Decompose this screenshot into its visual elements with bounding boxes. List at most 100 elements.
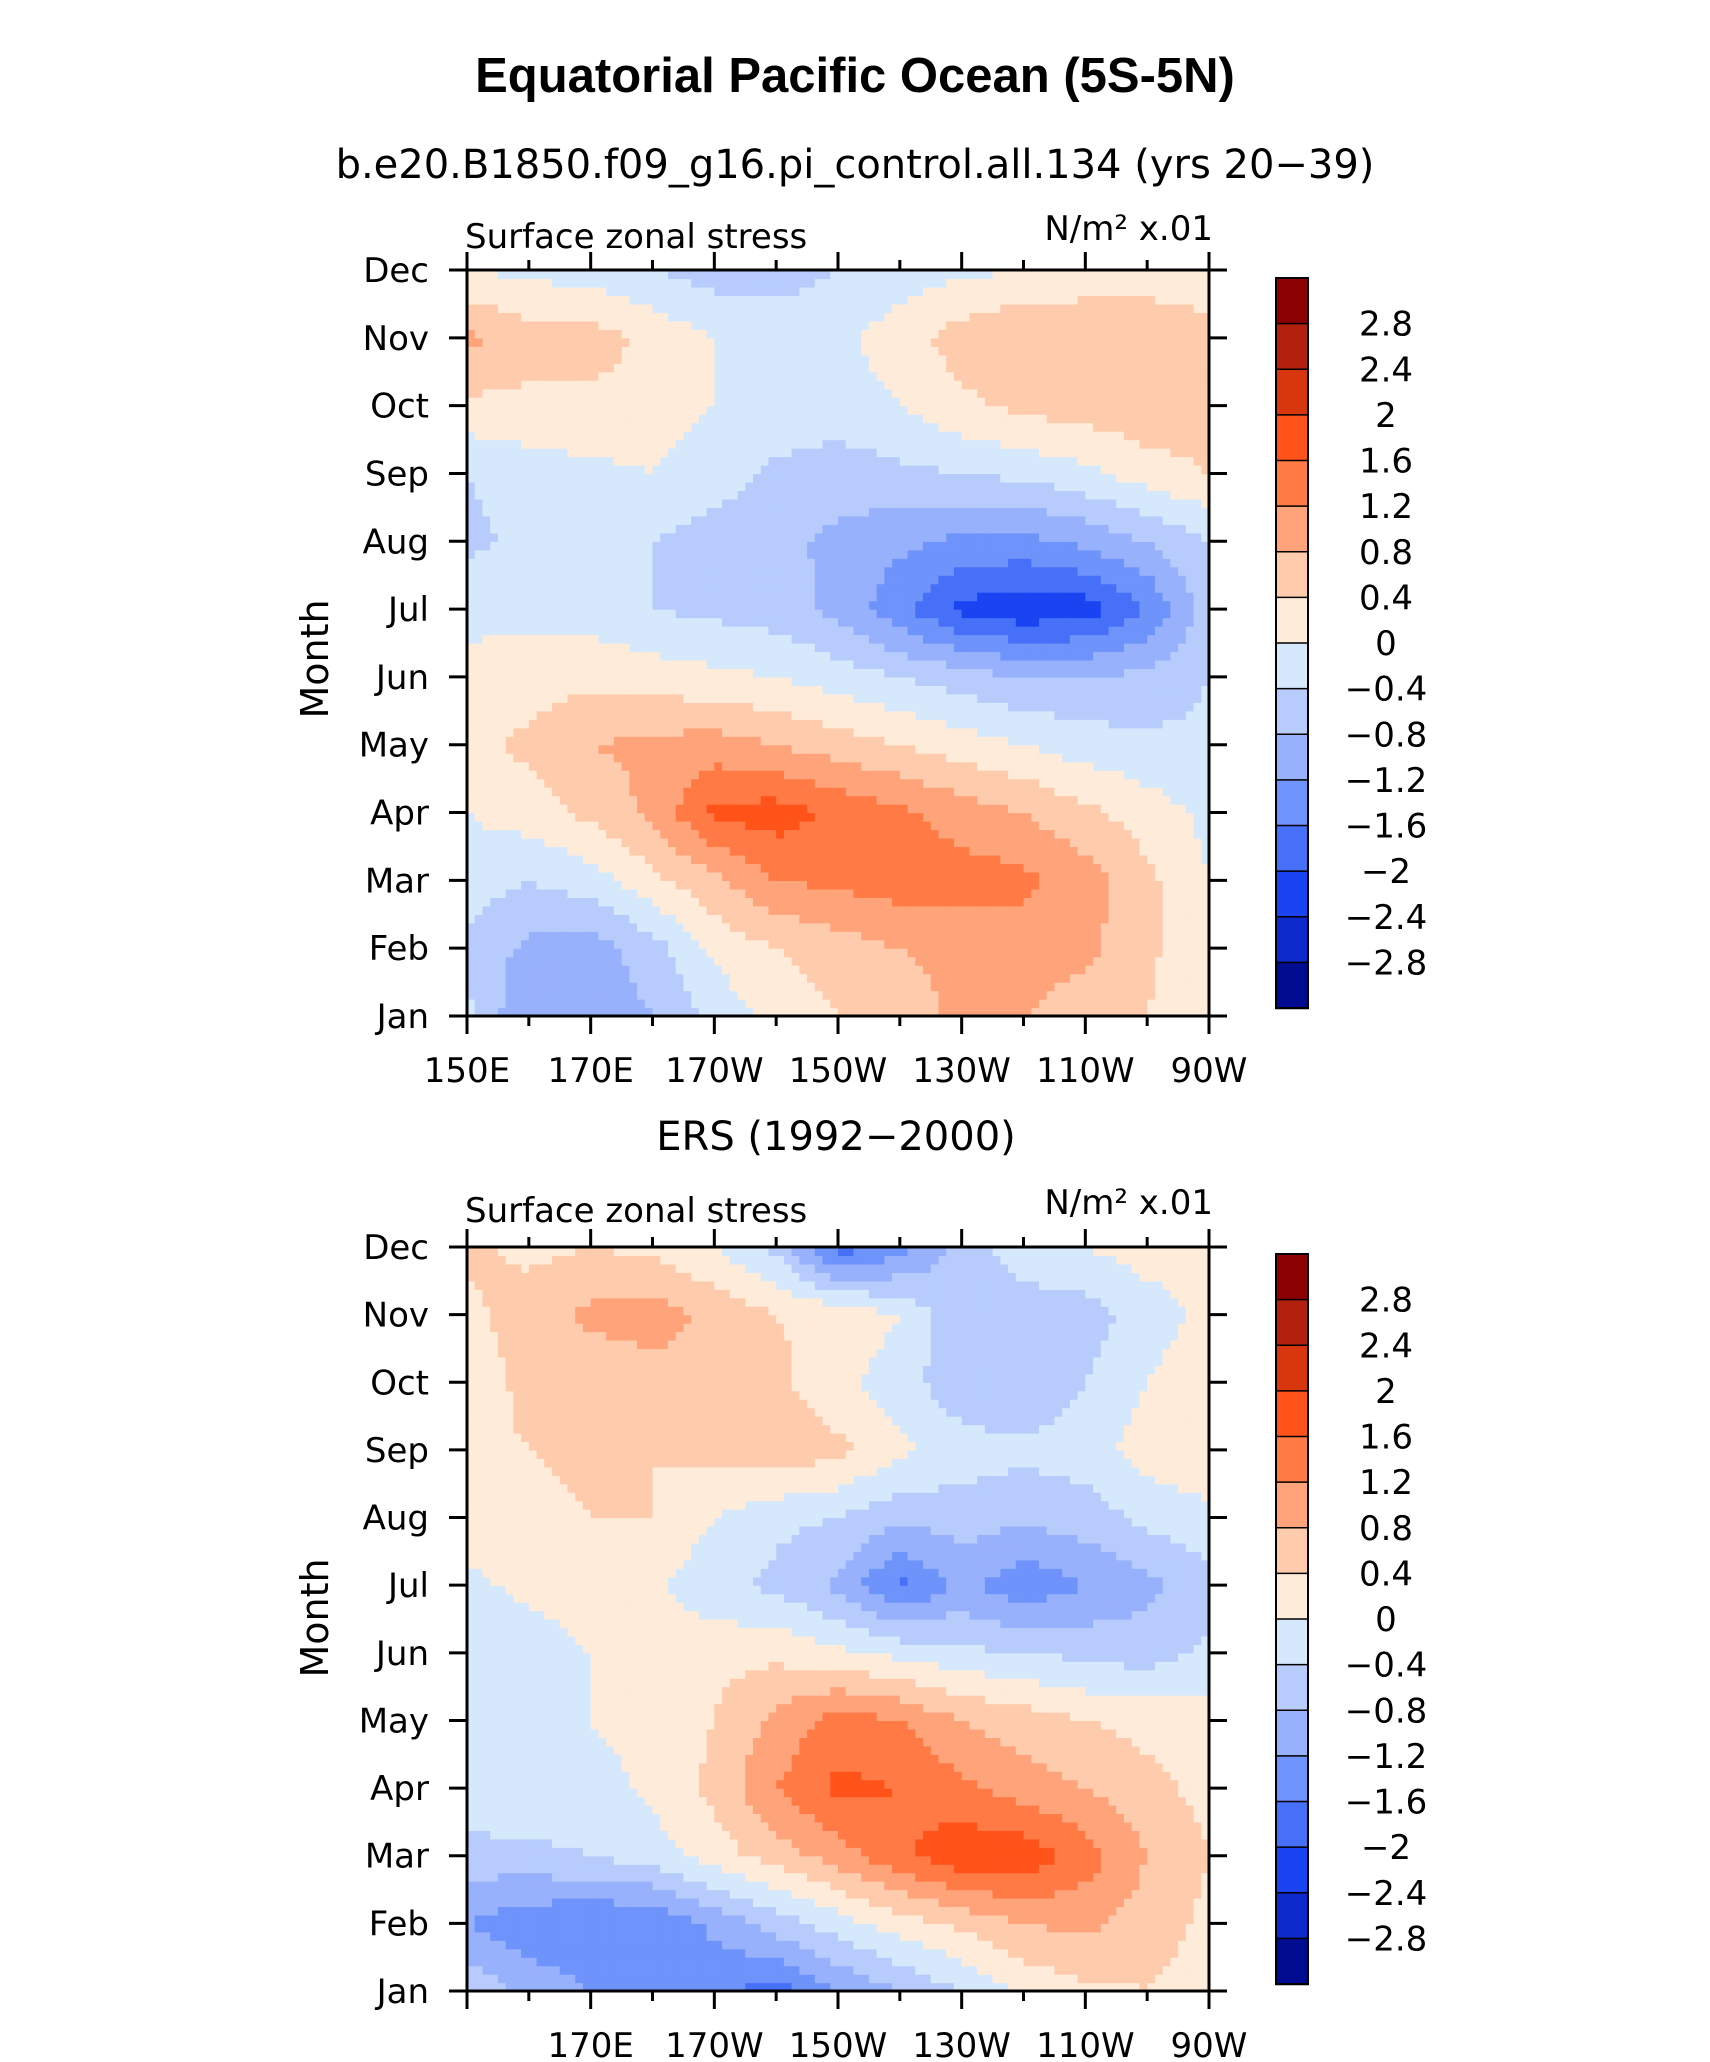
heatmap-cell bbox=[490, 770, 499, 780]
heatmap-cell bbox=[814, 829, 824, 839]
heatmap-cell bbox=[1038, 727, 1048, 737]
heatmap-cell bbox=[683, 1007, 692, 1017]
heatmap-cell bbox=[1170, 702, 1179, 712]
heatmap-cell bbox=[1077, 939, 1086, 949]
heatmap-cell bbox=[868, 778, 878, 788]
heatmap-cell bbox=[969, 770, 978, 780]
heatmap-cell bbox=[621, 787, 630, 797]
heatmap-cell bbox=[930, 812, 940, 822]
heatmap-cell bbox=[845, 787, 855, 797]
heatmap-cell bbox=[776, 1007, 785, 1017]
heatmap-cell bbox=[760, 761, 770, 771]
heatmap-cell bbox=[752, 829, 762, 839]
heatmap-cell bbox=[745, 659, 754, 670]
heatmap-cell bbox=[490, 719, 499, 729]
heatmap-cell bbox=[582, 905, 592, 915]
heatmap-cell bbox=[660, 990, 669, 1000]
heatmap-cell bbox=[528, 693, 538, 703]
heatmap-cell bbox=[822, 583, 831, 593]
heatmap-cell bbox=[559, 634, 569, 644]
heatmap-cell bbox=[783, 710, 793, 720]
heatmap-cell bbox=[868, 821, 878, 831]
heatmap-cell bbox=[752, 1007, 762, 1017]
heatmap-cell bbox=[567, 685, 576, 695]
heatmap-cell bbox=[1139, 804, 1148, 814]
heatmap-cell bbox=[575, 583, 584, 593]
heatmap-cell bbox=[1093, 821, 1102, 831]
heatmap-cell bbox=[1085, 982, 1094, 992]
heatmap-cell bbox=[521, 973, 530, 983]
heatmap-cell bbox=[938, 1007, 947, 1017]
heatmap-cell bbox=[737, 761, 746, 771]
heatmap-cell bbox=[814, 956, 824, 966]
heatmap-cell bbox=[1131, 922, 1141, 932]
heatmap-cell bbox=[861, 651, 870, 661]
heatmap-cell bbox=[644, 795, 654, 805]
heatmap-cell bbox=[783, 753, 793, 763]
heatmap-cell bbox=[861, 888, 870, 898]
heatmap-cell bbox=[621, 821, 630, 831]
heatmap-cell bbox=[482, 897, 491, 907]
heatmap-cell bbox=[899, 821, 909, 831]
heatmap-cell bbox=[1185, 778, 1195, 788]
heatmap-cell bbox=[1170, 939, 1179, 949]
heatmap-cell bbox=[474, 583, 484, 593]
heatmap-cell bbox=[1139, 778, 1148, 788]
heatmap-cell bbox=[915, 626, 924, 636]
heatmap-cell bbox=[1100, 736, 1110, 746]
heatmap-cell bbox=[1139, 753, 1148, 763]
heatmap-cell bbox=[752, 965, 762, 975]
heatmap-cell bbox=[814, 812, 824, 822]
heatmap-cell bbox=[667, 837, 677, 848]
heatmap-cell bbox=[714, 710, 723, 720]
heatmap-cell bbox=[915, 854, 924, 865]
heatmap-cell bbox=[737, 668, 746, 678]
heatmap-cell bbox=[915, 990, 924, 1000]
heatmap-cell bbox=[807, 931, 816, 941]
heatmap-cell bbox=[652, 897, 661, 907]
heatmap-cell bbox=[722, 651, 731, 661]
heatmap-cell bbox=[474, 795, 484, 805]
heatmap-cell bbox=[868, 634, 878, 644]
heatmap-cell bbox=[814, 854, 824, 865]
heatmap-cell bbox=[1077, 854, 1086, 865]
heatmap-cell bbox=[861, 736, 870, 746]
heatmap-cell bbox=[915, 804, 924, 814]
heatmap-cell bbox=[1062, 719, 1071, 729]
heatmap-cell bbox=[567, 736, 576, 746]
heatmap-cell bbox=[528, 592, 538, 602]
heatmap-cell bbox=[946, 973, 955, 983]
heatmap-cell bbox=[544, 897, 553, 907]
heatmap-cell bbox=[752, 659, 762, 670]
heatmap-cell bbox=[953, 897, 963, 907]
heatmap-cell bbox=[938, 821, 947, 831]
heatmap-cell bbox=[1201, 659, 1210, 670]
heatmap-cell bbox=[1062, 583, 1071, 593]
heatmap-cell bbox=[899, 668, 909, 678]
heatmap-cell bbox=[992, 626, 1001, 636]
heatmap-cell bbox=[1147, 804, 1156, 814]
heatmap-cell bbox=[845, 795, 855, 805]
heatmap-cell bbox=[629, 854, 638, 865]
heatmap-cell bbox=[1038, 617, 1048, 627]
heatmap-cell bbox=[467, 659, 476, 670]
heatmap-cell bbox=[552, 914, 561, 924]
heatmap-cell bbox=[760, 888, 770, 898]
heatmap-cell bbox=[930, 761, 940, 771]
heatmap-cell bbox=[698, 804, 708, 814]
heatmap-cell bbox=[1154, 736, 1164, 746]
heatmap-cell bbox=[729, 787, 739, 797]
heatmap-cell bbox=[1193, 710, 1202, 720]
heatmap-cell bbox=[884, 999, 893, 1009]
heatmap-cell bbox=[853, 888, 862, 898]
heatmap-cell bbox=[559, 693, 569, 703]
heatmap-cell bbox=[1131, 770, 1141, 780]
heatmap-cell bbox=[675, 609, 685, 619]
heatmap-cell bbox=[629, 600, 638, 610]
heatmap-cell bbox=[497, 736, 507, 746]
heatmap-cell bbox=[490, 812, 499, 822]
heatmap-cell bbox=[1108, 837, 1117, 848]
heatmap-cell bbox=[722, 871, 731, 881]
heatmap-cell bbox=[660, 914, 669, 924]
heatmap-cell bbox=[807, 600, 816, 610]
